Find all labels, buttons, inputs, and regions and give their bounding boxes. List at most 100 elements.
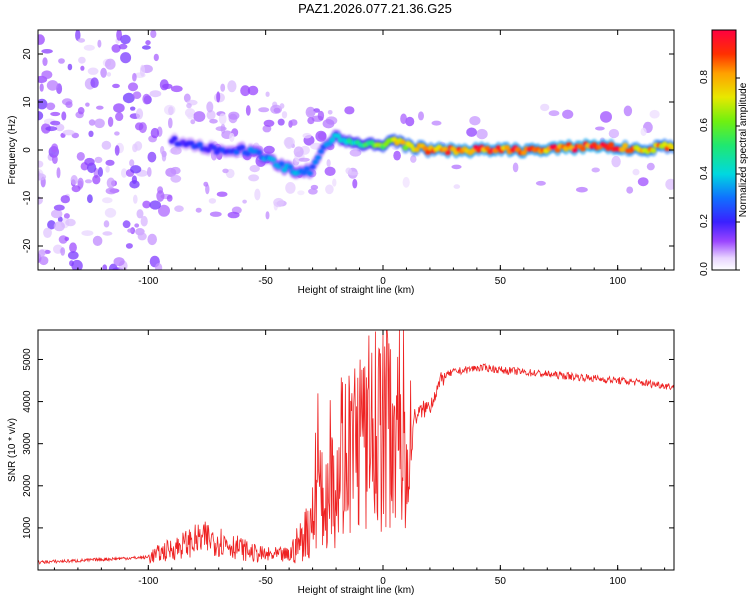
spectrogram-cell: [118, 43, 128, 50]
spectrogram-cell: [410, 155, 417, 163]
spectrogram-cell: [240, 85, 251, 97]
spectrogram-cell: [149, 90, 162, 98]
spectrogram-cell: [284, 137, 294, 150]
spectrogram-cell: [619, 146, 626, 153]
spectrogram-ytick-label: 10: [22, 96, 33, 108]
snr-ytick-label: 1000: [22, 516, 33, 539]
spectrogram-cell: [632, 168, 640, 176]
spectrogram-cell: [308, 188, 318, 195]
spectrogram-cell: [103, 220, 110, 228]
spectrogram-cell: [215, 126, 227, 132]
spectrogram-cell: [649, 109, 660, 119]
spectrogram-cell: [661, 141, 668, 147]
spectrogram-cell: [134, 141, 143, 151]
spectrogram-cell: [150, 127, 160, 139]
spectrogram-cell: [242, 199, 247, 204]
spectrogram-cell: [116, 30, 122, 41]
spectrogram-cell: [60, 195, 70, 204]
spectrogram-cell: [84, 157, 95, 166]
spectrogram-cell: [120, 34, 131, 45]
spectrogram-cell: [102, 231, 113, 236]
spectrogram-cell: [205, 147, 212, 153]
spectrogram-cell: [38, 173, 47, 181]
spectrogram-ytick-label: 20: [22, 48, 33, 60]
spectrogram-cell: [58, 58, 65, 64]
spectrogram-cell: [77, 38, 86, 43]
spectrogram-cell: [324, 166, 336, 176]
spectrogram-cell: [298, 157, 310, 162]
spectrogram-cell: [352, 178, 358, 189]
spectrogram-cell: [258, 107, 270, 113]
spectrogram-cell: [218, 113, 227, 125]
spectrogram-cell: [61, 111, 67, 121]
spectrogram-cell: [211, 145, 217, 151]
figure-title: PAZ1.2026.077.21.36.G25: [298, 1, 452, 16]
spectrogram-cell: [43, 227, 52, 238]
spectrogram-cell: [67, 63, 73, 71]
spectrogram-cell: [431, 120, 442, 126]
spectrogram-cell: [101, 140, 112, 150]
spectrogram-cell: [626, 186, 634, 194]
spectrogram-cell: [104, 207, 117, 218]
colorbar-ticks: 0.0 0.2 0.4 0.6 0.8: [699, 70, 740, 276]
spectrogram-cell: [554, 147, 561, 153]
spectrogram-cell: [129, 159, 135, 167]
spectrogram-cell: [41, 49, 53, 54]
spectrogram-xlabel: Height of straight line (km): [298, 285, 415, 296]
spectrogram-cell: [106, 177, 116, 189]
spectrogram-cell: [247, 85, 259, 96]
spectrogram-cell: [285, 182, 296, 194]
spectrogram-cell: [600, 111, 612, 123]
spectrogram-cell: [637, 177, 649, 187]
spectrogram-cell: [92, 175, 101, 185]
spectrogram-cell: [105, 187, 118, 195]
spectrogram-cell: [42, 57, 48, 66]
spectrogram-cell: [453, 184, 461, 189]
spectrogram-cell: [51, 209, 63, 219]
spectrogram-cell: [135, 122, 144, 131]
spectrogram-cell: [640, 127, 647, 136]
colorbar-tick-label: 0.2: [699, 214, 710, 228]
spectrogram-ytick-label: 0: [22, 147, 33, 153]
spectrogram-cell: [209, 211, 222, 217]
spectrogram-cell: [142, 200, 151, 209]
snr-xtick-label: -50: [258, 576, 273, 587]
spectrogram-cell: [44, 249, 51, 254]
colorbar-tick-label: 0.4: [699, 166, 710, 180]
spectrogram-cell: [608, 128, 620, 139]
spectrogram-cell: [273, 107, 281, 114]
spectrogram-ytick-label: -20: [22, 238, 33, 253]
spectrogram-cell: [196, 141, 203, 148]
spectrogram-cell: [147, 233, 157, 246]
spectrogram-cell: [132, 72, 137, 82]
spectrogram-cell: [279, 103, 285, 109]
spectrogram-ylabel: Frequency (Hz): [7, 116, 18, 185]
spectrogram-cell: [161, 152, 167, 162]
spectrogram-cell: [170, 166, 181, 175]
spectrogram-cell: [469, 116, 481, 126]
spectrogram-cell: [187, 112, 194, 120]
spectrogram-cell: [55, 123, 65, 132]
snr-ytick-label: 2000: [22, 474, 33, 497]
spectrogram-cell: [120, 52, 132, 64]
spectrogram-cell: [301, 169, 308, 176]
spectrogram-cell: [622, 143, 629, 149]
spectrogram-cell: [85, 102, 90, 107]
spectrogram-cell: [170, 174, 182, 183]
spectrogram-cell: [249, 165, 260, 173]
spectrogram-cell: [106, 72, 112, 77]
spectrogram-cell: [53, 204, 65, 211]
spectrogram-cell: [50, 120, 61, 126]
spectrogram-cell: [102, 197, 113, 204]
spectrogram-cell: [309, 164, 316, 170]
snr-panel: -100 -50 0 50 100 1000 2000 3000 4000 5000 Height…: [7, 329, 675, 596]
spectrogram-cell: [304, 166, 310, 172]
spectrogram-cell: [325, 184, 334, 195]
spectrogram-ridge: [168, 132, 674, 176]
spectrogram-cell: [132, 91, 142, 99]
spectrogram-cell: [75, 30, 81, 41]
spectrogram-cell: [520, 150, 527, 156]
spectrogram-cell: [121, 168, 128, 178]
